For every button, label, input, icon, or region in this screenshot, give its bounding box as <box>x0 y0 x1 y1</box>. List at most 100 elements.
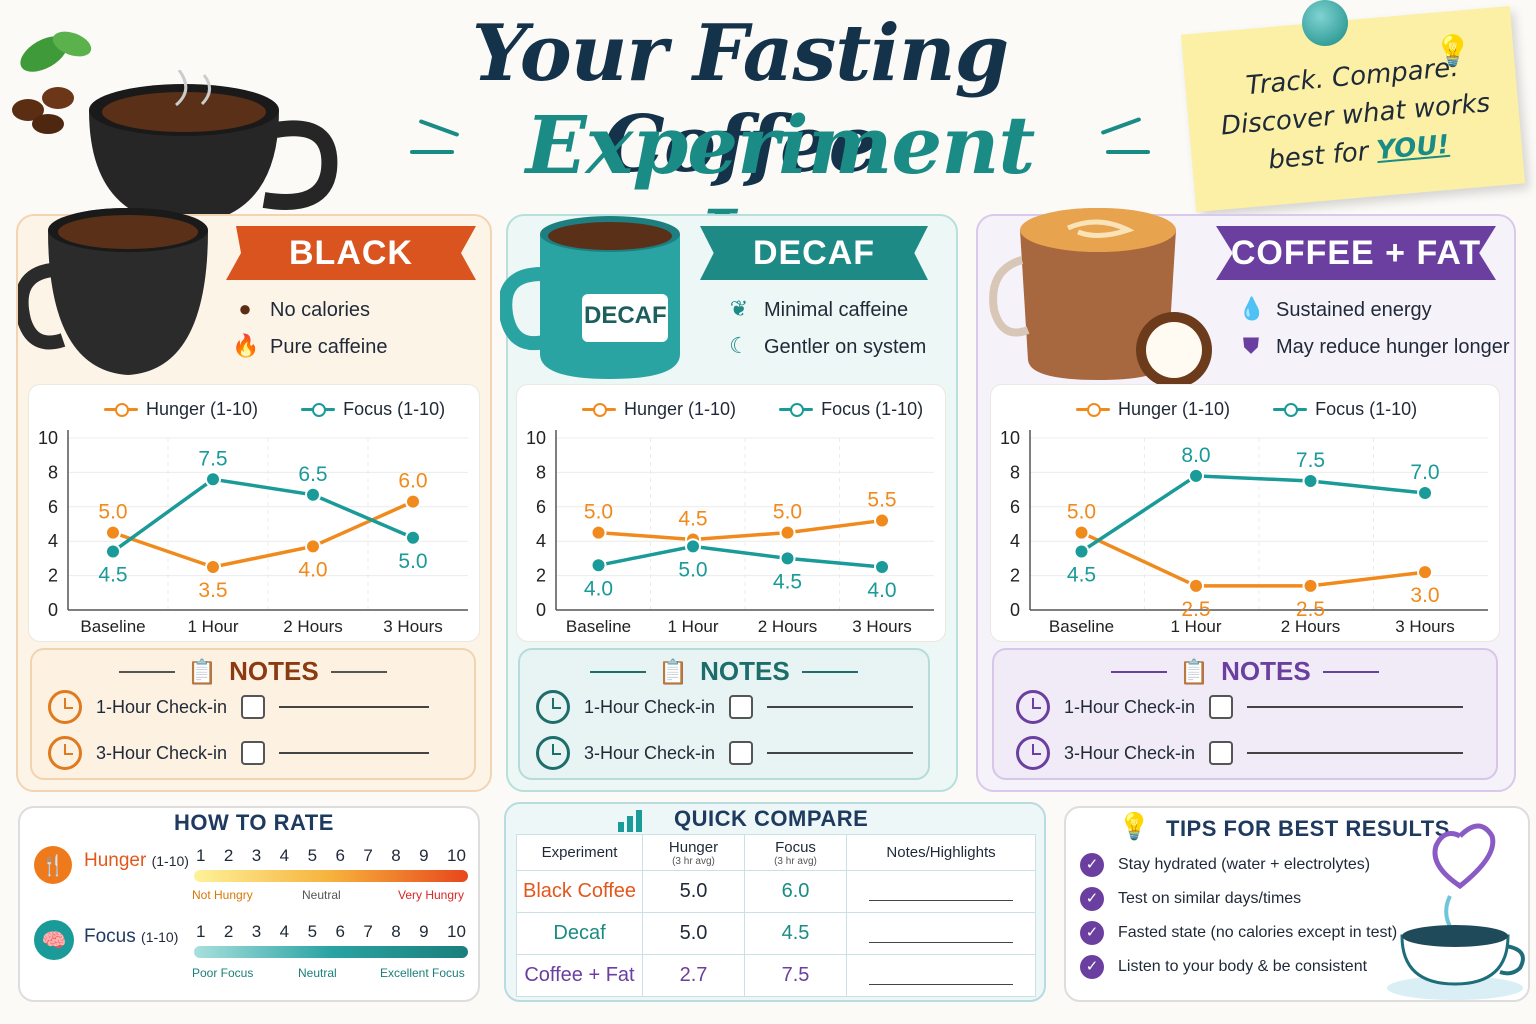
sticky-note-line3-prefix: best for <box>1267 136 1370 176</box>
compare-notes-cell[interactable] <box>846 870 1036 913</box>
x-tick-label: Baseline <box>1049 617 1114 636</box>
chart-legend: Hunger (1-10) Focus (1-10) <box>582 398 961 420</box>
chart-legend: Hunger (1-10) Focus (1-10) <box>1076 398 1455 420</box>
scale-number: 2 <box>223 846 234 865</box>
hunger-scale-high: Very Hungry <box>398 888 465 902</box>
coffee-fat-chart-box <box>990 384 1500 642</box>
x-tick-label: 3 Hours <box>852 617 912 636</box>
compare-row: Black Coffee 5.0 6.0 <box>516 870 1036 913</box>
data-point-hunger <box>1302 577 1319 594</box>
focus-scale-bar <box>194 946 468 958</box>
checkin-checkbox[interactable] <box>241 741 266 765</box>
scale-number: 6 <box>335 846 345 865</box>
focus-legend-swatch <box>1273 402 1308 418</box>
compare-notes-cell[interactable] <box>846 954 1036 997</box>
notes-title: NOTES <box>1221 656 1311 686</box>
scale-number: 10 <box>447 922 466 941</box>
data-point-focus <box>590 557 607 574</box>
clock-icon <box>536 690 570 724</box>
series-line-hunger <box>598 518 883 542</box>
compare-header-experiment: Experiment <box>516 834 643 871</box>
data-label-hunger: 5.5 <box>867 489 896 512</box>
checkin-row: 1-Hour Check-in <box>48 690 430 724</box>
moon-icon: ☾ <box>729 333 749 358</box>
title-accent-left <box>410 150 454 154</box>
data-point-focus <box>779 550 796 567</box>
notes-title: NOTES <box>700 656 790 686</box>
data-label-focus: 4.5 <box>98 564 127 587</box>
shield-icon: ⛊ <box>1242 333 1260 358</box>
data-point-focus <box>305 486 321 503</box>
x-tick-label: 1 Hour <box>1171 617 1222 636</box>
note-write-line[interactable] <box>279 752 430 754</box>
compare-focus-value: 7.5 <box>744 954 847 997</box>
sticky-note-emphasis: YOU! <box>1375 129 1451 167</box>
data-label-focus: 5.0 <box>398 550 427 573</box>
x-tick-label: Baseline <box>566 617 631 636</box>
clock-icon <box>1016 690 1050 724</box>
clipboard-icon: 📋 <box>187 657 218 686</box>
checkin-checkbox[interactable] <box>1209 741 1234 765</box>
note-write-line[interactable] <box>1247 706 1464 708</box>
focus-rate-icon: 🧠 <box>34 920 74 960</box>
coffee-fat-glass-overlay <box>988 200 1228 390</box>
data-point-focus <box>1417 485 1434 502</box>
clock-icon <box>536 736 570 770</box>
hunger-rate-name: Hunger <box>84 850 147 871</box>
y-tick-label: 6 <box>48 497 58 517</box>
note-write-line[interactable] <box>279 706 430 708</box>
scale-number: 7 <box>363 922 373 941</box>
data-point-hunger <box>1417 564 1434 581</box>
feature-text: Gentler on system <box>764 336 927 358</box>
note-write-line[interactable] <box>767 706 914 708</box>
focus-scale-low: Poor Focus <box>192 966 254 980</box>
note-write-line[interactable] <box>767 752 914 754</box>
note-write-line[interactable] <box>1247 752 1464 754</box>
coffee-fat-banner: COFFEE + FAT <box>1216 226 1496 280</box>
focus-legend-swatch <box>779 402 814 418</box>
data-label-focus: 4.0 <box>584 577 613 600</box>
checkin-label: 1-Hour Check-in <box>1064 696 1196 717</box>
checkin-checkbox[interactable] <box>1209 695 1234 719</box>
compare-header-focus: Focus (3 hr avg) <box>744 834 847 871</box>
focus-legend-label: Focus (1-10) <box>1315 398 1418 419</box>
tip-text: Listen to your body & be consistent <box>1118 958 1368 975</box>
black-coffee-notes: 📋 NOTES 1-Hour Check-in 3-Hour Check-in <box>30 648 476 780</box>
data-label-hunger: 5.0 <box>584 501 613 524</box>
coffee-fat-line-chart: 0 2 4 6 8 10 Baseline 1 Hour 2 Hours 3 Hours 5.0 2.… <box>1000 428 1488 636</box>
flame-icon: 🔥 <box>232 333 260 358</box>
feature-text: No calories <box>270 299 371 321</box>
push-pin-icon <box>1302 0 1348 46</box>
checkin-row: 3-Hour Check-in <box>48 736 430 770</box>
y-tick-label: 10 <box>1000 428 1020 448</box>
data-label-hunger: 6.0 <box>398 470 427 493</box>
black-coffee-feature: ● No calories <box>232 296 370 322</box>
focus-legend-label: Focus (1-10) <box>343 398 446 419</box>
scale-number: 2 <box>223 922 234 941</box>
lightbulb-icon: 💡 <box>1118 812 1151 842</box>
scale-number: 3 <box>251 846 262 865</box>
decaf-line-chart: 0 2 4 6 8 10 Baseline 1 Hour 2 Hours 3 Hours 5.0 4.… <box>526 428 934 636</box>
data-label-focus: 7.5 <box>198 447 227 470</box>
hunger-legend-swatch <box>104 402 138 418</box>
y-tick-label: 4 <box>48 531 58 551</box>
checkin-checkbox[interactable] <box>241 695 266 719</box>
checkin-checkbox[interactable] <box>729 741 754 765</box>
data-label-focus: 5.0 <box>678 558 707 581</box>
scale-number: 4 <box>279 922 290 941</box>
decaf-mug-overlay <box>498 214 710 384</box>
hunger-legend-swatch <box>1076 402 1110 418</box>
focus-legend-swatch <box>301 402 336 418</box>
data-point-hunger <box>1188 577 1205 594</box>
data-label-focus: 4.0 <box>867 579 896 602</box>
black-coffee-feature: 🔥 Pure caffeine <box>232 333 388 359</box>
checkin-label: 3-Hour Check-in <box>584 742 716 763</box>
compare-hunger-value: 5.0 <box>642 912 745 955</box>
compare-notes-cell[interactable] <box>846 912 1036 955</box>
x-tick-label: 3 Hours <box>383 617 443 636</box>
compare-focus-value: 6.0 <box>744 870 847 913</box>
checkin-checkbox[interactable] <box>729 695 754 719</box>
hunger-rate-label: Hunger (1-10) <box>84 850 189 872</box>
data-point-hunger <box>405 493 421 510</box>
hunger-legend-label: Hunger (1-10) <box>146 398 259 419</box>
